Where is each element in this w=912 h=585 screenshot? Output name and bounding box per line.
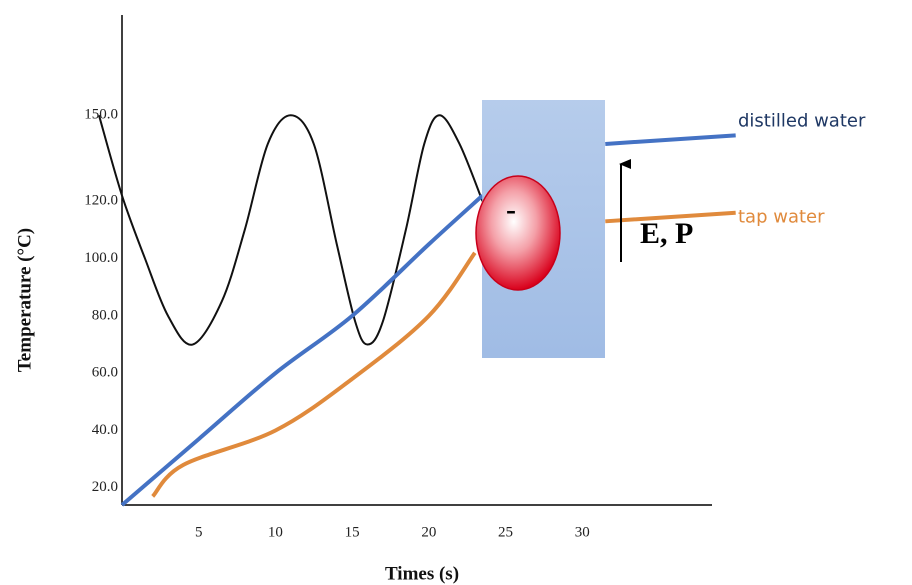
legend-label: distilled water — [738, 110, 866, 131]
line-series — [120, 133, 736, 507]
y-tick-label: 150.0 — [84, 107, 118, 123]
y-tick-label: 120.0 — [84, 193, 118, 209]
x-tick-label: 5 — [195, 524, 203, 540]
charge-ball — [475, 175, 561, 291]
x-tick-label: 10 — [268, 524, 283, 540]
legend-label: tap water — [738, 207, 825, 228]
x-tick-label: 15 — [345, 524, 360, 540]
y-tick-label: 100.0 — [84, 250, 118, 266]
arrow-label: E, P — [640, 217, 693, 250]
x-tick-label: 25 — [498, 524, 513, 540]
y-tick-label: 80.0 — [92, 307, 118, 323]
y-tick-label: 20.0 — [92, 479, 118, 495]
x-tick-label: 20 — [421, 524, 436, 540]
charge-label: - — [506, 193, 516, 226]
plot-area — [98, 114, 736, 507]
x-axis-label: Times (s) — [385, 563, 459, 584]
y-tick-label: 60.0 — [92, 365, 118, 381]
y-axis-label: Temperature (°C) — [14, 228, 35, 372]
line-series — [151, 210, 736, 498]
x-tick-label: 30 — [575, 524, 590, 540]
line-series — [98, 114, 484, 346]
y-tick-label: 40.0 — [92, 422, 118, 438]
